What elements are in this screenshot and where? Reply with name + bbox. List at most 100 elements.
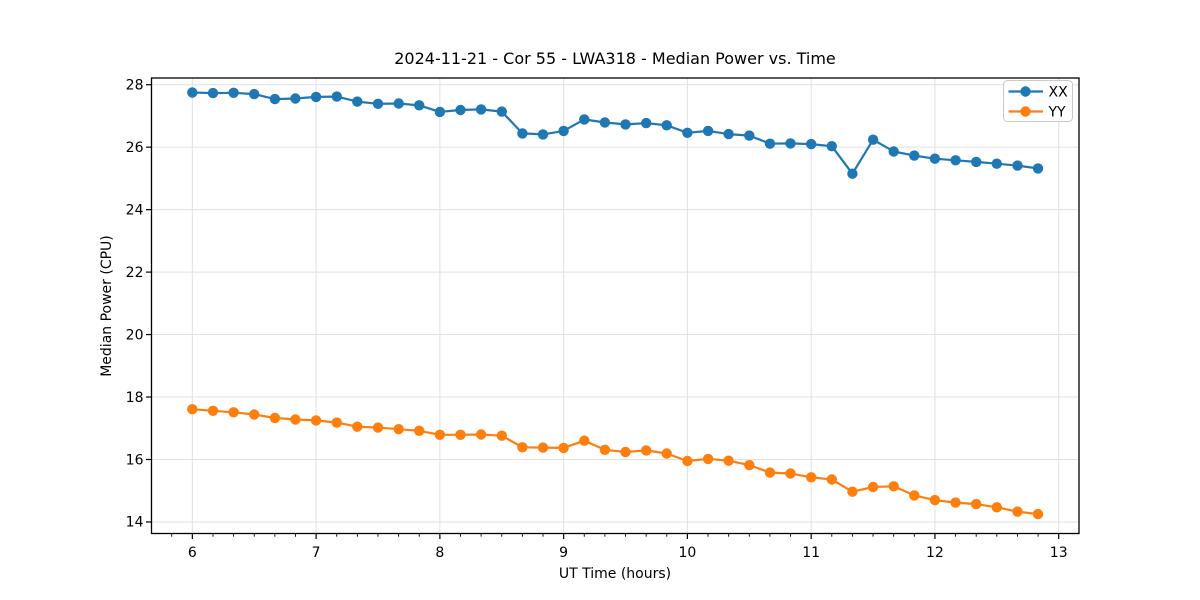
data-point <box>414 100 425 111</box>
y-tick-label: 16 <box>126 452 144 468</box>
legend-marker-XX <box>1020 86 1031 97</box>
data-point <box>290 414 301 425</box>
data-point <box>661 120 672 131</box>
data-point <box>702 125 714 137</box>
data-point <box>475 429 487 440</box>
legend-label-XX: XX <box>1049 84 1069 100</box>
data-point <box>620 446 631 458</box>
data-point <box>847 486 858 497</box>
data-point <box>496 430 507 441</box>
data-point <box>909 150 920 161</box>
data-point <box>393 424 404 435</box>
data-point <box>661 448 672 459</box>
data-point <box>929 494 941 506</box>
data-point <box>475 104 487 115</box>
data-point <box>641 445 652 456</box>
data-point <box>331 91 342 102</box>
x-axis-label: UT Time (hours) <box>558 566 672 582</box>
y-axis: 14 16 18 20 22 24 26 28 <box>126 78 152 531</box>
y-tick-label: 20 <box>126 327 144 343</box>
data-point <box>228 407 239 418</box>
data-point <box>290 93 301 104</box>
data-point <box>929 153 941 164</box>
data-point <box>867 481 879 493</box>
x-tick-label: 11 <box>802 545 820 561</box>
data-point <box>187 87 198 98</box>
x-axis: 6 7 8 9 10 11 12 13 <box>171 533 1068 561</box>
y-tick-label: 14 <box>126 515 144 531</box>
y-tick-label: 18 <box>126 390 144 406</box>
data-point <box>187 404 198 415</box>
series-YY <box>187 404 1044 520</box>
data-point <box>1012 506 1023 517</box>
y-tick-label: 28 <box>126 78 144 94</box>
data-point <box>888 481 899 492</box>
data-point <box>331 417 342 428</box>
y-tick-label: 24 <box>126 202 144 218</box>
data-point <box>744 459 755 471</box>
data-point <box>826 141 837 152</box>
data-point <box>207 87 219 99</box>
data-point <box>269 412 281 424</box>
data-point <box>372 98 384 110</box>
x-tick-label: 9 <box>559 545 568 561</box>
data-point <box>434 429 446 440</box>
data-point <box>599 117 611 128</box>
data-point <box>599 444 611 455</box>
data-point <box>1012 160 1023 171</box>
data-point <box>702 453 714 465</box>
data-point <box>455 104 466 116</box>
data-point <box>558 125 569 137</box>
data-point <box>971 498 982 510</box>
data-point <box>372 422 384 433</box>
data-point <box>723 128 734 140</box>
x-tick-label: 8 <box>435 545 444 561</box>
data-point <box>764 138 776 149</box>
data-point <box>455 429 466 440</box>
y-tick-label: 22 <box>126 265 144 281</box>
data-point <box>496 106 507 117</box>
series-XX <box>187 87 1044 179</box>
y-tick-label: 26 <box>126 140 144 156</box>
data-point <box>847 168 858 179</box>
data-point <box>310 91 322 103</box>
series-XX-line <box>191 91 1040 175</box>
data-point <box>682 127 693 138</box>
chart-title: 2024-11-21 - Cor 55 - LWA318 - Median Po… <box>394 49 836 68</box>
data-point <box>558 442 569 454</box>
data-point <box>352 96 363 107</box>
data-point <box>352 421 363 432</box>
data-point <box>806 472 817 483</box>
data-point <box>207 405 219 416</box>
data-point <box>228 87 239 99</box>
data-point <box>579 435 590 446</box>
x-tick-label: 12 <box>926 545 944 561</box>
legend: XX YY <box>1003 80 1073 122</box>
data-point <box>537 129 549 140</box>
legend-marker-YY <box>1020 106 1031 117</box>
data-point <box>682 455 693 467</box>
data-point <box>991 502 1002 513</box>
data-point <box>909 490 920 501</box>
data-point <box>310 415 322 426</box>
data-point <box>764 467 776 478</box>
data-point <box>620 119 631 130</box>
legend-label-YY: YY <box>1048 104 1067 120</box>
data-point <box>950 497 961 508</box>
data-point <box>744 130 755 141</box>
data-point <box>517 442 528 453</box>
data-point <box>723 455 734 466</box>
x-tick-label: 10 <box>678 545 696 561</box>
data-point <box>971 156 982 168</box>
data-point <box>785 468 796 479</box>
data-point <box>434 106 446 118</box>
data-point <box>991 158 1002 169</box>
x-tick-label: 6 <box>188 545 197 561</box>
data-point <box>826 474 837 485</box>
data-point <box>1032 508 1044 520</box>
data-point <box>517 128 528 139</box>
data-point <box>269 93 281 105</box>
data-point <box>537 442 549 453</box>
